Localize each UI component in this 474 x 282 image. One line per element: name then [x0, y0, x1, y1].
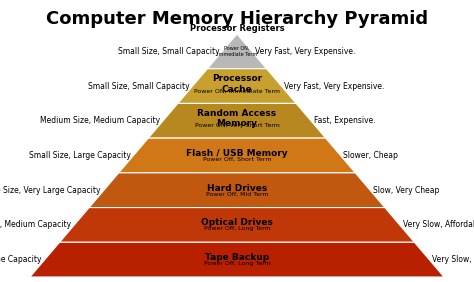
Text: Slower, Cheap: Slower, Cheap: [344, 151, 398, 160]
Text: Power Off, Mid Term: Power Off, Mid Term: [206, 192, 268, 197]
Polygon shape: [60, 208, 414, 242]
Text: Flash / USB Memory: Flash / USB Memory: [186, 149, 288, 158]
Text: Large Size, Very Large Capacity: Large Size, Very Large Capacity: [0, 186, 101, 195]
Text: Fast, Expensive.: Fast, Expensive.: [314, 116, 375, 125]
Polygon shape: [148, 103, 326, 138]
Text: Processor
Cache: Processor Cache: [212, 74, 262, 94]
Polygon shape: [89, 173, 385, 208]
Text: Large Size, Medium Capacity: Large Size, Medium Capacity: [0, 221, 72, 230]
Text: Small Size, Large Capacity: Small Size, Large Capacity: [28, 151, 130, 160]
Text: Very Fast, Very Expensive.: Very Fast, Very Expensive.: [255, 47, 355, 56]
Text: Large Size, Very Large Capacity: Large Size, Very Large Capacity: [0, 255, 42, 264]
Text: Small Size, Small Capacity: Small Size, Small Capacity: [88, 81, 190, 91]
Text: Processor Registers: Processor Registers: [190, 24, 284, 33]
Text: Computer Memory Hierarchy Pyramid: Computer Memory Hierarchy Pyramid: [46, 10, 428, 28]
Text: Very Fast, Very Expensive.: Very Fast, Very Expensive.: [284, 81, 385, 91]
Polygon shape: [208, 34, 266, 69]
Text: Very Slow, Affordable: Very Slow, Affordable: [402, 221, 474, 230]
Polygon shape: [118, 138, 356, 173]
Text: Power ON, Immediate Term: Power ON, Immediate Term: [194, 89, 280, 94]
Text: Small Size, Small Capacity: Small Size, Small Capacity: [118, 47, 219, 56]
Text: Slow, Very Cheap: Slow, Very Cheap: [373, 186, 439, 195]
Text: Random Access
Memory: Random Access Memory: [198, 109, 276, 129]
Text: Medium Size, Medium Capacity: Medium Size, Medium Capacity: [40, 116, 160, 125]
Polygon shape: [30, 242, 444, 277]
Text: Power Off, Long Term: Power Off, Long Term: [204, 226, 270, 232]
Text: Power Off, Long Term: Power Off, Long Term: [204, 261, 270, 266]
Text: Very Slow, Affordable: Very Slow, Affordable: [432, 255, 474, 264]
Text: Hard Drives: Hard Drives: [207, 184, 267, 193]
Text: Power Off, Short Term: Power Off, Short Term: [203, 157, 271, 162]
Text: Power ON, Very Short Term: Power ON, Very Short Term: [194, 123, 280, 128]
Text: Tape Backup: Tape Backup: [205, 253, 269, 262]
Text: Optical Drives: Optical Drives: [201, 219, 273, 227]
Text: Power ON,
Immediate Term: Power ON, Immediate Term: [217, 46, 257, 57]
Polygon shape: [178, 69, 296, 103]
